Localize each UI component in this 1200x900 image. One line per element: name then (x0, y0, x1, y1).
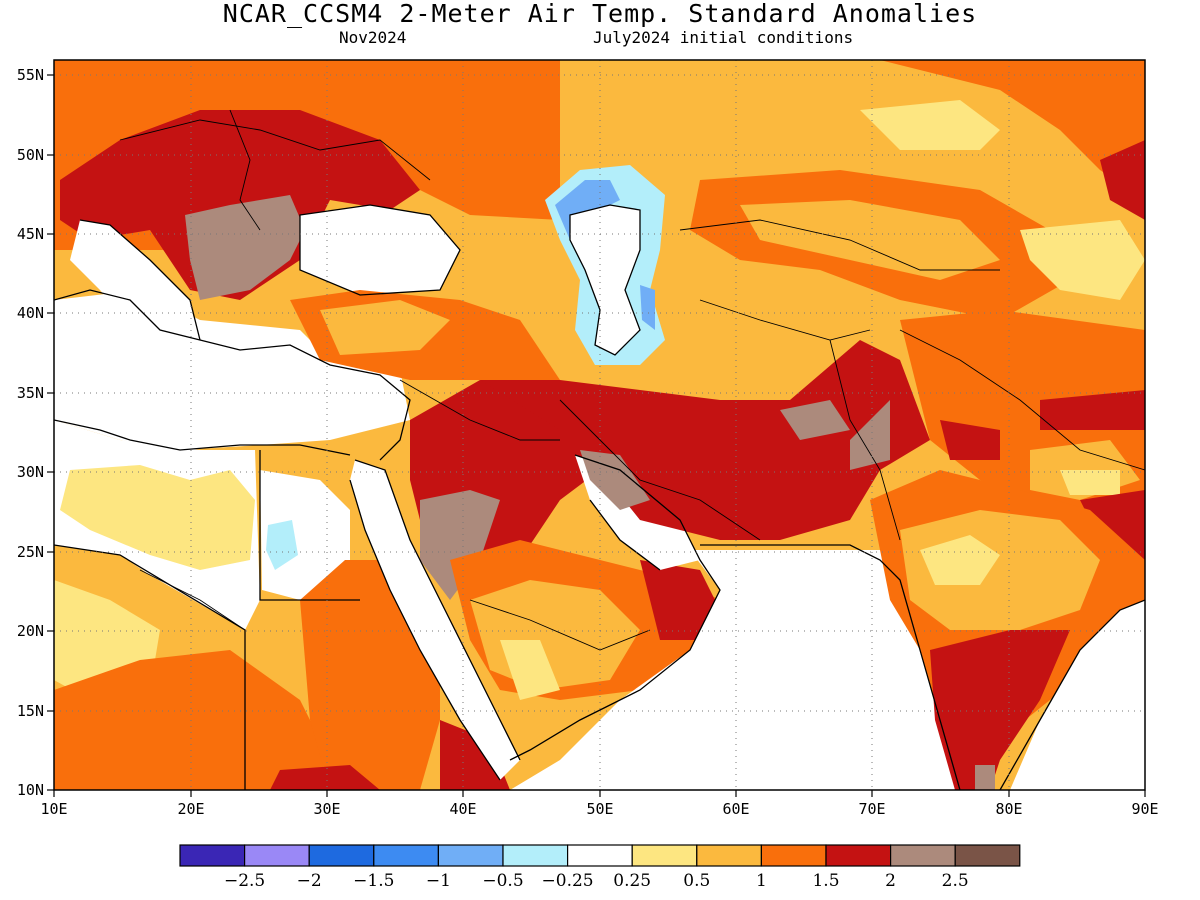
lat-tick-label: 30N (17, 463, 44, 481)
colorbar-swatch (954, 844, 1021, 867)
colorbar-label: 0.25 (613, 871, 651, 891)
colorbar: −2.5 −2 −1.5 −1 −0.5 −0.25 0.25 0.5 1 1.5 2 2.5 (179, 844, 1021, 891)
lat-labels: 55N 50N 45N 40N 35N 30N 25N 20N 15N 10N (17, 66, 44, 799)
initial-conditions: July2024 initial conditions (593, 28, 854, 47)
lon-tick-label: 30E (313, 800, 340, 818)
lat-tick-label: 35N (17, 384, 44, 402)
anomaly-band-iran-brown (580, 400, 890, 510)
mask-mediterranean (54, 290, 410, 450)
lat-tick-label: 25N (17, 543, 44, 561)
mask-arabian-sea (510, 550, 960, 790)
mask-caspian (570, 205, 640, 355)
anomaly-band-balkans (185, 195, 305, 300)
lon-tick-label: 90E (1131, 800, 1158, 818)
lat-tick-label: 10N (17, 781, 44, 799)
anomaly-band-kazakh-yellow (740, 200, 1000, 280)
colorbar-label: 0.5 (683, 871, 710, 891)
colorbar-label: −2 (297, 871, 322, 891)
colorbar-swatch (889, 844, 956, 867)
colorbar-label: 1 (756, 871, 767, 891)
anomaly-band-iran (480, 340, 930, 540)
anomaly-band-yemen (500, 640, 560, 700)
coastlines (54, 204, 1145, 790)
lon-tick-label: 50E (586, 800, 613, 818)
colorbar-swatch (437, 844, 504, 867)
anomaly-band-egypt (260, 470, 350, 600)
anomaly-band-tibet-red (940, 390, 1145, 460)
colorbar-label: −1.5 (353, 871, 394, 891)
country-borders (119, 109, 1145, 651)
colorbar-swatch (696, 844, 762, 867)
lon-tick-label: 70E (858, 800, 885, 818)
colorbar-label: −0.25 (542, 871, 594, 891)
anomaly-band-ne-corner (880, 60, 1145, 200)
axis-ticks (47, 74, 1146, 797)
lon-tick-label: 60E (722, 800, 749, 818)
colorbar-swatch (308, 844, 375, 867)
lat-tick-label: 55N (17, 66, 44, 84)
colorbar-swatch (760, 844, 827, 867)
anomaly-band-oman (640, 560, 720, 640)
anomaly-band-tibet-lemon (1060, 470, 1120, 495)
colorbar-swatch (631, 844, 698, 867)
anomaly-band-india-lemon (920, 535, 1000, 585)
lat-tick-label: 50N (17, 146, 44, 164)
chart-title: NCAR_CCSM4 2-Meter Air Temp. Standard An… (222, 0, 978, 28)
colorbar-swatch (244, 844, 310, 867)
lon-labels: 10E 20E 30E 40E 50E 60E 70E 80E 90E (40, 800, 1158, 818)
lon-tick-label: 40E (449, 800, 476, 818)
colorbar-swatch (373, 844, 439, 867)
anomaly-band-arabia-core (420, 490, 500, 600)
colorbar-swatch (502, 844, 569, 867)
anomaly-band-india-tip (975, 765, 995, 790)
colorbar-swatch (179, 844, 246, 867)
colorbar-swatch (566, 844, 633, 867)
anomaly-band-sudan (54, 650, 330, 790)
anomaly-band-libya (60, 465, 255, 570)
forecast-month: Nov2024 (339, 28, 407, 47)
colorbar-label: −0.5 (482, 871, 523, 891)
colorbar-swatch (825, 844, 892, 867)
anomaly-band-india-south (930, 630, 1070, 790)
lat-tick-label: 40N (17, 304, 44, 322)
anomaly-band-anatolia (320, 300, 450, 355)
anomaly-band-ne-red (1100, 140, 1145, 220)
lon-tick-label: 80E (995, 800, 1022, 818)
anomaly-band-india-yellow (900, 510, 1100, 630)
mask-black-sea (300, 205, 460, 295)
colorbar-label: −2.5 (224, 871, 265, 891)
colorbar-label: 1.5 (812, 871, 839, 891)
lat-tick-label: 20N (17, 622, 44, 640)
colorbar-label: 2 (885, 871, 896, 891)
lon-tick-label: 10E (40, 800, 67, 818)
lat-tick-label: 15N (17, 702, 44, 720)
mask-red-sea (350, 460, 520, 780)
mask-bay-of-bengal (1010, 600, 1145, 790)
colorbar-label: 2.5 (942, 871, 969, 891)
anomaly-band-siberia (860, 100, 1145, 300)
anomaly-band-horn (270, 720, 510, 790)
lon-tick-label: 20E (177, 800, 204, 818)
anomaly-field (54, 60, 1145, 790)
colorbar-label: −1 (426, 871, 451, 891)
lat-tick-label: 45N (17, 225, 44, 243)
anomaly-band-egypt-cool (266, 520, 298, 570)
